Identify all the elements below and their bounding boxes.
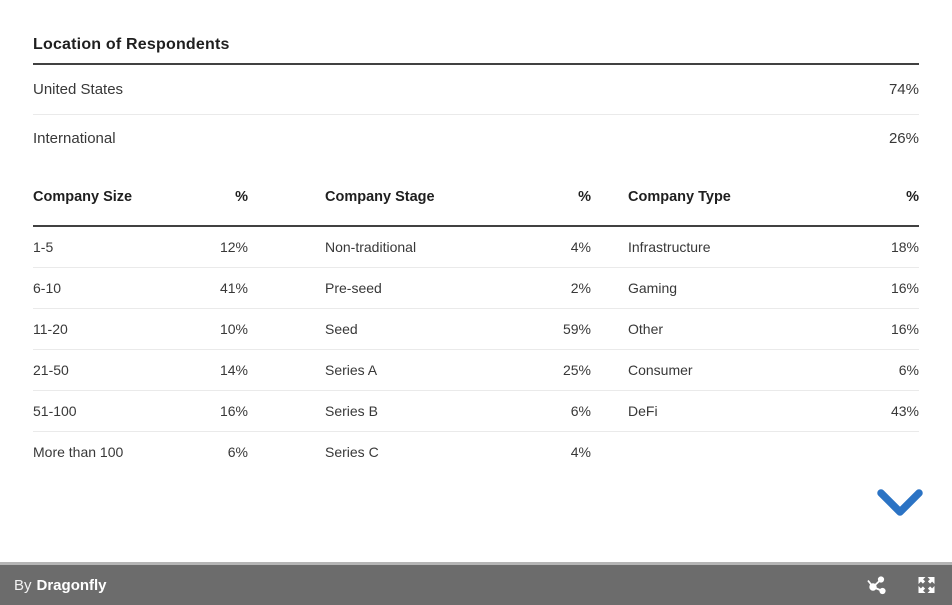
section-title-location: Location of Respondents xyxy=(33,36,230,53)
footer-divider xyxy=(0,562,952,565)
cell-size-label: 11-20 xyxy=(33,321,68,337)
table-row: 51-100 16% Series B 6% DeFi 43% xyxy=(33,391,919,432)
cell-size-pct: 10% xyxy=(219,321,248,337)
cell-type-label: Gaming xyxy=(628,280,678,296)
cell-stage-pct: 59% xyxy=(562,321,591,337)
embed-footer: By Dragonfly xyxy=(0,565,952,605)
cell-size-pct: 12% xyxy=(219,239,248,255)
table-row: 21-50 14% Series A 25% Consumer 6% xyxy=(33,350,919,391)
row-value: 26% xyxy=(888,129,919,147)
fullscreen-button[interactable] xyxy=(916,575,937,595)
row-value: 74% xyxy=(888,81,919,98)
cell-size-label: 51-100 xyxy=(33,403,77,419)
brand-link[interactable]: Dragonfly xyxy=(36,576,107,594)
cell-stage-label: Series A xyxy=(325,362,378,378)
infographic-content: Location of Respondents United States 74… xyxy=(33,0,919,472)
cell-stage-pct: 2% xyxy=(570,280,591,296)
cell-type-pct: 16% xyxy=(890,321,919,337)
cell-type-pct: 43% xyxy=(890,403,919,419)
cell-type-pct: 18% xyxy=(890,239,919,255)
cell-type-pct: 16% xyxy=(890,280,919,296)
company-tables-header: Company Size % Company Stage % Company T… xyxy=(33,183,919,216)
row-label: International xyxy=(33,129,116,147)
column-header-company-size: Company Size xyxy=(33,189,133,205)
table-row: 6-10 41% Pre-seed 2% Gaming 16% xyxy=(33,268,919,309)
cell-type-label: Consumer xyxy=(628,362,693,378)
scroll-down-button[interactable] xyxy=(876,485,924,521)
table-row: More than 100 6% Series C 4% xyxy=(33,432,919,472)
table-row-united-states: United States 74% xyxy=(33,65,919,115)
cell-type-label: Other xyxy=(628,321,664,337)
cell-stage-label: Seed xyxy=(325,321,358,337)
cell-stage-pct: 4% xyxy=(570,239,591,255)
cell-stage-pct: 25% xyxy=(562,362,591,378)
cell-size-pct: 41% xyxy=(219,280,248,296)
cell-stage-pct: 4% xyxy=(570,444,591,460)
cell-type-pct: 6% xyxy=(898,362,919,378)
share-button[interactable] xyxy=(865,575,886,595)
divider-thick-companies xyxy=(33,225,919,227)
cell-size-pct: 16% xyxy=(219,403,248,419)
divider-thick-location xyxy=(33,63,919,65)
column-header-type-pct: % xyxy=(906,189,919,205)
byline-by-label: By xyxy=(14,576,32,594)
column-header-stage-pct: % xyxy=(578,189,591,205)
cell-stage-label: Series C xyxy=(325,444,379,460)
share-icon xyxy=(867,576,886,595)
cell-size-label: 21-50 xyxy=(33,362,69,378)
column-header-size-pct: % xyxy=(235,189,248,205)
cell-type-label: DeFi xyxy=(628,403,658,419)
column-header-company-type: Company Type xyxy=(628,189,731,205)
fullscreen-icon xyxy=(918,577,935,593)
column-header-company-stage: Company Stage xyxy=(325,189,435,205)
cell-stage-pct: 6% xyxy=(570,403,591,419)
chevron-down-icon xyxy=(877,488,923,516)
table-row: 1-5 12% Non-traditional 4% Infrastructur… xyxy=(33,227,919,268)
cell-type-label: Infrastructure xyxy=(628,239,711,255)
cell-size-label: 1-5 xyxy=(33,239,54,255)
cell-stage-label: Pre-seed xyxy=(325,280,382,296)
cell-stage-label: Non-traditional xyxy=(325,239,417,255)
cell-size-pct: 14% xyxy=(219,362,248,378)
cell-stage-label: Series B xyxy=(325,403,378,419)
cell-size-label: More than 100 xyxy=(33,444,124,460)
cell-size-label: 6-10 xyxy=(33,280,62,296)
table-row: 11-20 10% Seed 59% Other 16% xyxy=(33,309,919,350)
table-row-international: International 26% xyxy=(33,115,919,161)
footer-icons xyxy=(865,575,937,595)
byline: By Dragonfly xyxy=(14,577,107,594)
row-label: United States xyxy=(33,81,124,98)
cell-size-pct: 6% xyxy=(227,444,248,460)
